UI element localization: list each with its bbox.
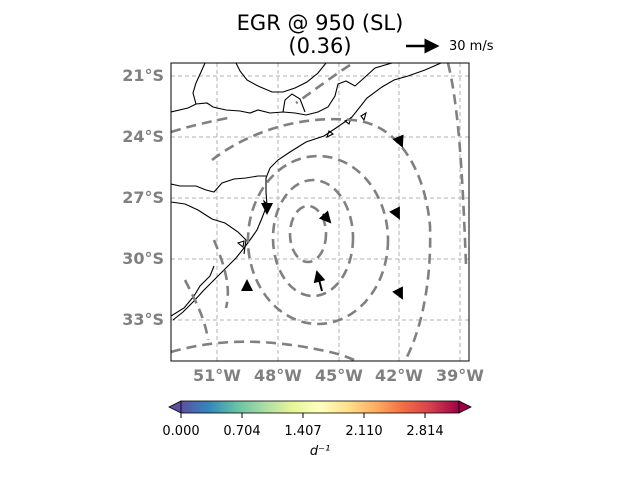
lon-tick-label: 48°W bbox=[254, 366, 302, 385]
lat-tick-label: 27°S bbox=[122, 188, 164, 207]
lat-tick-label: 21°S bbox=[122, 66, 164, 85]
map-frame bbox=[170, 62, 470, 362]
colorbar bbox=[168, 400, 472, 418]
lat-tick-label: 33°S bbox=[122, 310, 164, 329]
figure-title: EGR @ 950 (SL) bbox=[236, 11, 404, 35]
colorbar-tick-label: 2.110 bbox=[345, 424, 383, 439]
colorbar-tick-label: 0.704 bbox=[223, 424, 261, 439]
lon-tick-label: 45°W bbox=[315, 366, 363, 385]
figure-subtitle: (0.36) bbox=[288, 34, 352, 58]
coastline bbox=[171, 63, 442, 321]
colorbar-tick-label: 0.000 bbox=[162, 424, 200, 439]
wind-vectors bbox=[241, 134, 404, 300]
colorbar-tick-label: 2.814 bbox=[406, 424, 444, 439]
lon-tick-label: 39°W bbox=[436, 366, 484, 385]
lat-tick-label: 30°S bbox=[122, 249, 164, 268]
egr-contours bbox=[171, 63, 468, 361]
colorbar-label: d⁻¹ bbox=[309, 444, 331, 459]
lat-tick-label: 24°S bbox=[122, 127, 164, 146]
colorbar-tick-label: 1.407 bbox=[284, 424, 322, 439]
lon-tick-label: 42°W bbox=[375, 366, 423, 385]
reference-vector-label: 30 m/s bbox=[449, 39, 494, 54]
lon-tick-label: 51°W bbox=[193, 366, 241, 385]
